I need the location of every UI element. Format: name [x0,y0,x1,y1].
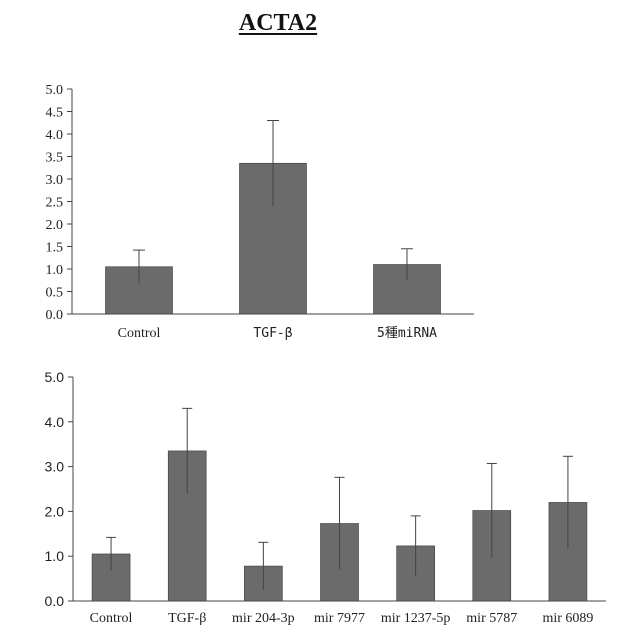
x-tick-label: mir 204-3p [232,611,295,626]
y-tick-label: 4.0 [45,414,65,430]
y-tick-label: 1.0 [45,548,65,564]
y-tick-label: 2.0 [45,503,65,519]
x-tick-label: mir 1237-5p [381,611,451,626]
chart-bottom: 0.0 1.0 2.0 3.0 4.0 5.0 Control TGF-β mir 204-3p… [0,0,640,640]
x-tick-label: Control [90,611,133,626]
y-tick-label: 0.0 [45,593,65,609]
y-tick-label: 3.0 [45,459,65,475]
x-tick-label: TGF-β [168,611,206,626]
x-tick-label: mir 5787 [466,611,517,626]
x-tick-label: mir 6089 [542,611,593,626]
y-tick-label: 5.0 [45,369,65,385]
x-tick-label: mir 7977 [314,611,365,626]
